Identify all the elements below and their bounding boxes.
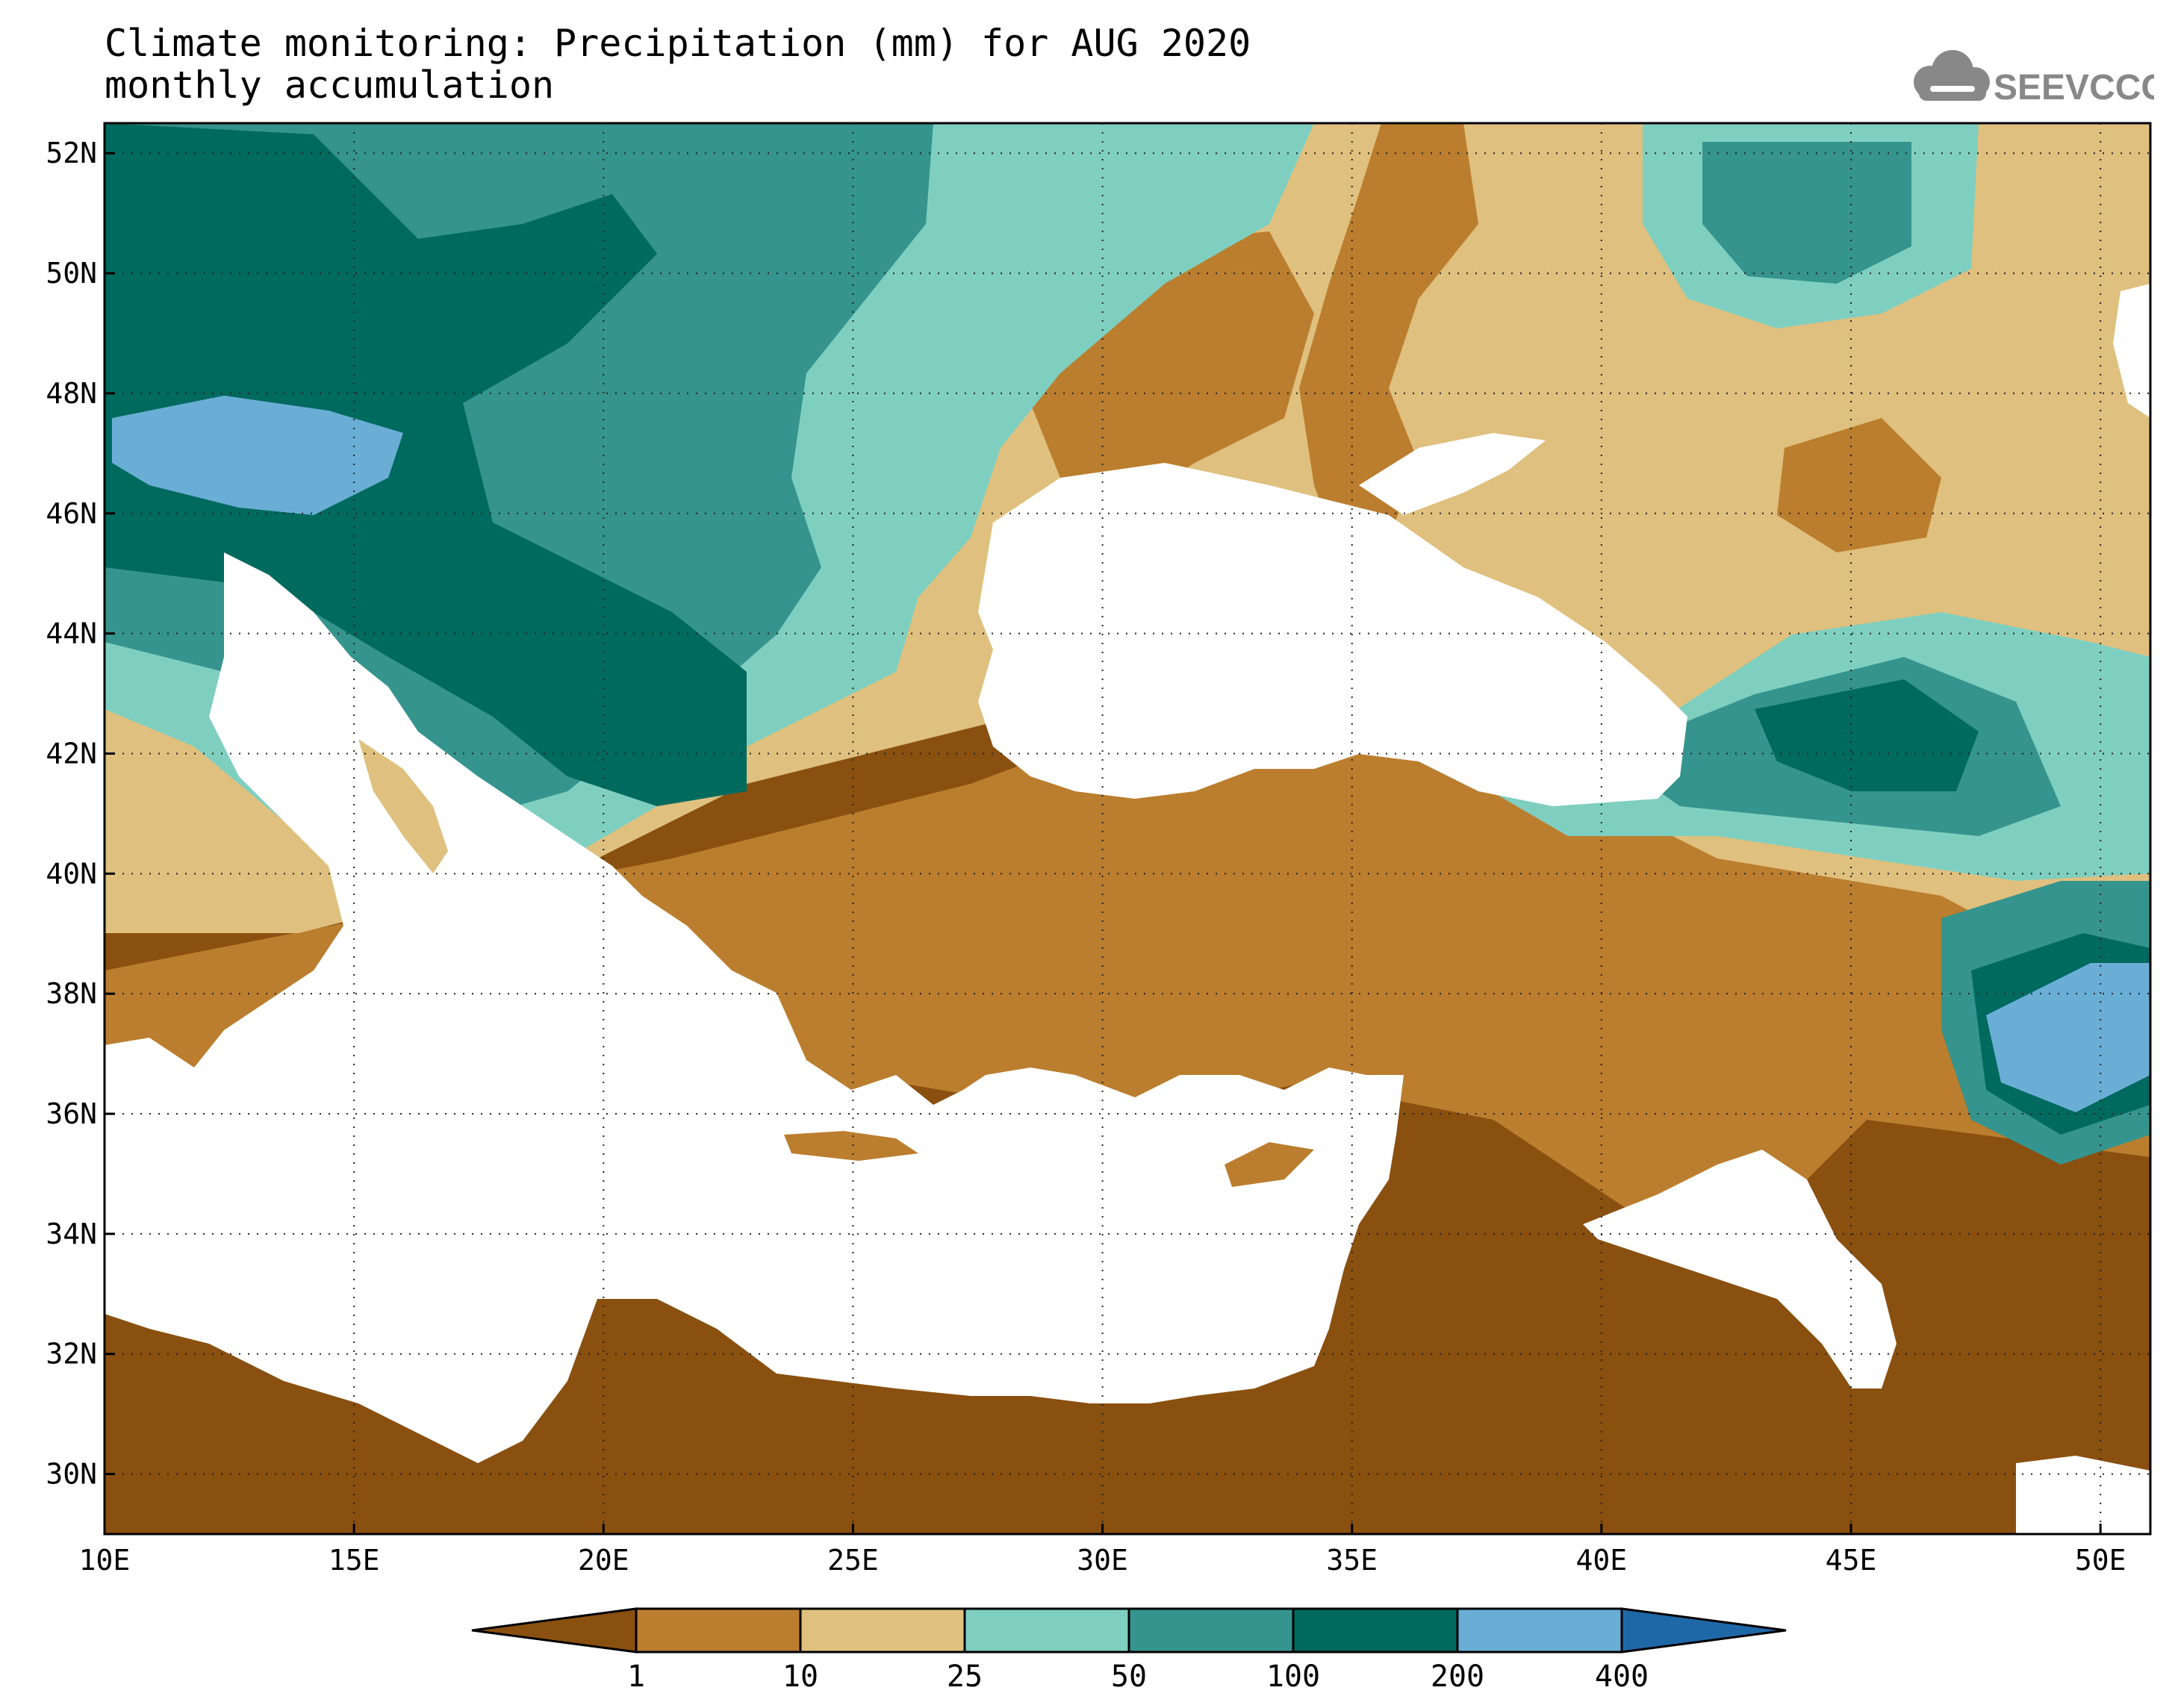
band-200-400-alps [112,396,403,515]
colorbar-label: 400 [1595,1659,1649,1694]
colorbar-segment [1127,1607,1295,1654]
colorbar-segment [1292,1607,1459,1654]
band-100-200-europe [105,123,747,806]
title-line-1: Climate monitoring: Precipitation (mm) f… [105,22,1251,65]
band-200-400-caspian [1986,963,2150,1112]
colorbar-max-triangle [1620,1607,1787,1654]
logo-text: SEEVCCC [1994,68,2154,107]
black-sea [978,463,1687,806]
lat-label: 42N [46,737,97,770]
lon-label: 15E [329,1544,380,1577]
cyprus [1225,1142,1314,1187]
lat-label: 36N [46,1097,97,1130]
syrian-desert-nodata [1583,1150,1896,1388]
lat-label: 50N [46,257,97,290]
lon-label: 40E [1576,1544,1628,1577]
colorbar-segment [1456,1607,1623,1654]
colorbar-label: 100 [1266,1659,1320,1694]
colorbar-label: 1 [627,1659,645,1694]
lat-label: 38N [46,977,97,1010]
band-1-10-russia [1299,123,1478,567]
colorbar-label: 50 [1111,1659,1147,1694]
lon-label: 25E [827,1544,879,1577]
band-100-200-caucasus [1755,679,1979,791]
lon-label: 10E [79,1544,131,1577]
nodata-gulf [2016,1456,2150,1534]
lon-label: 50E [2075,1544,2126,1577]
colorbar-min-triangle [471,1607,638,1654]
lon-label: 30E [1077,1544,1128,1577]
map-frame [103,122,2152,1536]
colorbar-segment [635,1607,802,1654]
map-title: Climate monitoring: Precipitation (mm) f… [105,22,1251,106]
nodata-northeast [2113,284,2150,418]
crete [784,1131,918,1161]
band-1-10-kazakh [1777,418,1941,552]
lat-label: 46N [46,497,97,530]
lat-label: 44N [46,617,97,650]
lat-label: 32N [46,1338,97,1371]
map-grid [105,123,2150,1534]
colorbar-segment [963,1607,1130,1654]
band-50-100-northeast [1702,142,1911,284]
lon-label: 35E [1326,1544,1378,1577]
lon-label: 45E [1826,1544,1877,1577]
lon-label: 20E [578,1544,629,1577]
lat-label: 40N [46,857,97,890]
colorbar-labels: 1 10 25 50 100 200 400 [627,1659,1649,1694]
lat-label: 48N [46,377,97,410]
colorbar-segments [471,1607,1787,1654]
lat-label: 30N [46,1458,97,1491]
italy-heel [358,739,448,873]
mediterranean-sea [105,552,1404,1463]
longitude-labels: 10E 15E 20E 25E 30E 35E 40E 45E 50E [79,1524,2126,1577]
map-field [105,123,2150,1534]
latitude-labels: 52N 50N 48N 46N 44N 42N 40N 38N 36N 34N 32N 30N [46,137,115,1491]
colorbar-label: 25 [947,1659,983,1694]
sea-of-azov [1359,433,1546,515]
colorbar-label: 10 [782,1659,818,1694]
colorbar-segment [799,1607,966,1654]
seevccc-logo: SEEVCCC [1914,50,2154,107]
title-line-2: monthly accumulation [105,63,555,107]
lat-label: 34N [46,1218,97,1250]
colorbar-label: 200 [1431,1659,1484,1694]
lat-label: 52N [46,137,97,169]
